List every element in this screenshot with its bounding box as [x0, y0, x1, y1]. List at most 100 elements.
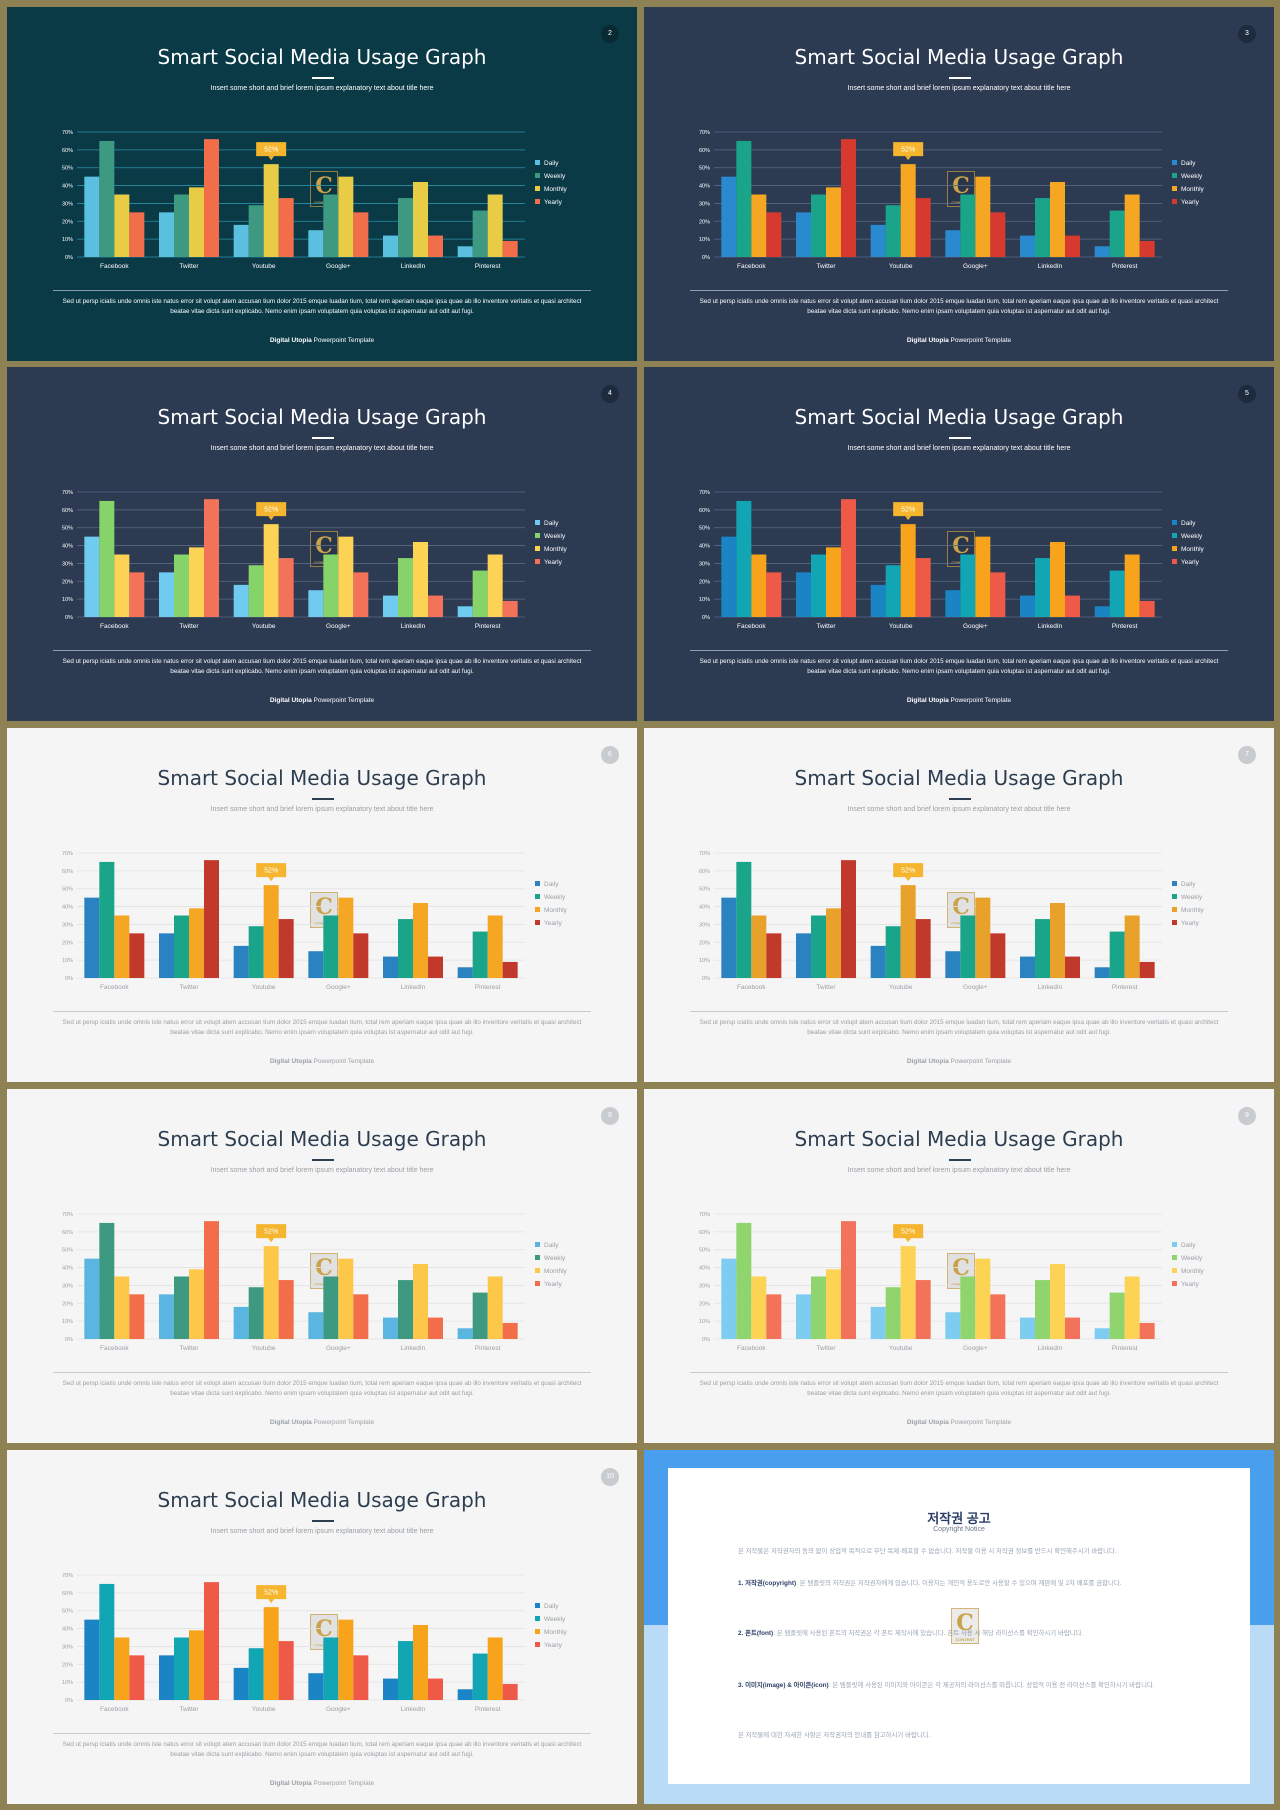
- bar-yearly-googleplus: [990, 572, 1006, 617]
- bar-weekly-pinterest: [472, 931, 488, 978]
- page-number: 7: [1238, 746, 1256, 764]
- bar-daily-googleplus: [308, 951, 324, 978]
- callout-label: 52%: [264, 147, 278, 154]
- bar-yearly-twitter: [204, 139, 219, 257]
- legend-swatch: [535, 894, 540, 899]
- bar-monthly-googleplus: [338, 1619, 354, 1700]
- bar-weekly-facebook: [736, 861, 752, 978]
- y-tick-label: 10%: [699, 1319, 710, 1325]
- y-tick-label: 50%: [699, 1248, 710, 1254]
- slide-subtitle: Insert some short and brief lorem ipsum …: [847, 445, 1071, 452]
- bar-daily-facebook: [721, 897, 737, 978]
- legend-swatch: [535, 1629, 540, 1634]
- legend-swatch: [535, 546, 540, 551]
- bar-weekly-twitter: [174, 194, 189, 257]
- bar-weekly-youtube: [248, 565, 264, 617]
- bar-monthly-googleplus: [338, 1258, 354, 1339]
- bar-weekly-youtube: [885, 565, 901, 617]
- y-tick-label: 50%: [699, 887, 710, 893]
- bar-weekly-twitter: [811, 554, 826, 617]
- y-tick-label: 20%: [699, 219, 710, 225]
- bar-monthly-pinterest: [487, 1276, 503, 1339]
- legend-label: Weekly: [1181, 1255, 1203, 1262]
- bar-yearly-pinterest: [1139, 240, 1155, 257]
- bar-weekly-googleplus: [323, 1276, 339, 1339]
- legend-swatch: [535, 559, 540, 564]
- legend-label: Yearly: [1181, 920, 1200, 927]
- y-tick-label: 50%: [62, 526, 73, 532]
- footer-label: Powerpoint Template: [311, 1419, 375, 1426]
- callout-label: 52%: [901, 507, 915, 514]
- divider: [53, 1011, 591, 1012]
- bar-yearly-twitter: [841, 499, 856, 617]
- bar-weekly-youtube: [248, 1287, 264, 1339]
- y-tick-label: 60%: [699, 148, 710, 154]
- slide-10: 10 Smart Social Media Usage Graph Insert s…: [7, 1450, 637, 1804]
- legend-label: Yearly: [544, 1281, 563, 1288]
- callout-pointer: [268, 516, 275, 521]
- y-tick-label: 0%: [702, 615, 710, 621]
- x-category-label: Pinterest: [475, 263, 501, 270]
- bar-monthly-youtube: [263, 524, 279, 617]
- callout-bubble: [256, 502, 287, 517]
- bar-daily-pinterest: [1094, 606, 1110, 617]
- callout-label: 52%: [264, 868, 278, 875]
- bar-daily-linkedin: [1020, 235, 1035, 257]
- title-underline: [949, 437, 971, 439]
- bar-daily-twitter: [159, 572, 174, 617]
- footer-label: Powerpoint Template: [311, 1058, 375, 1065]
- bar-monthly-youtube: [900, 1246, 916, 1339]
- x-category-label: Twitter: [179, 1345, 199, 1352]
- callout-pointer: [905, 516, 912, 521]
- x-category-label: Twitter: [179, 1706, 199, 1713]
- bar-yearly-linkedin: [428, 235, 443, 257]
- legend-label: Daily: [1181, 160, 1196, 167]
- bar-monthly-linkedin: [413, 903, 428, 978]
- legend-swatch: [535, 533, 540, 538]
- bar-yearly-facebook: [766, 572, 782, 617]
- x-category-label: Facebook: [737, 263, 766, 270]
- bar-yearly-facebook: [766, 212, 782, 257]
- y-tick-label: 0%: [702, 976, 710, 982]
- bar-yearly-twitter: [204, 1582, 219, 1700]
- legend-label: Yearly: [1181, 1281, 1200, 1288]
- x-category-label: Google+: [963, 263, 988, 270]
- bar-weekly-pinterest: [1109, 570, 1125, 617]
- legend-label: Monthly: [1181, 186, 1205, 193]
- bar-weekly-facebook: [736, 140, 752, 257]
- legend-swatch: [1172, 920, 1177, 925]
- bar-weekly-googleplus: [323, 915, 339, 978]
- x-category-label: Facebook: [737, 1345, 766, 1352]
- slide-title: Smart Social Media Usage Graph: [794, 45, 1124, 69]
- bar-yearly-pinterest: [502, 1322, 518, 1339]
- bar-daily-googleplus: [945, 951, 961, 978]
- bar-monthly-twitter: [189, 908, 204, 978]
- page-number: 3: [1238, 25, 1256, 43]
- y-tick-label: 30%: [62, 561, 73, 567]
- body-text: Sed ut persp iciatis unde omnis iste nat…: [699, 658, 1219, 675]
- x-category-label: Google+: [326, 623, 351, 630]
- bar-yearly-googleplus: [353, 1294, 369, 1339]
- legend-label: Weekly: [1181, 533, 1203, 540]
- x-category-label: Twitter: [179, 984, 199, 991]
- y-tick-label: 50%: [62, 887, 73, 893]
- callout-bubble: [893, 1224, 924, 1239]
- bar-weekly-facebook: [736, 1222, 752, 1339]
- bar-weekly-linkedin: [398, 919, 413, 978]
- footer-brand: Digital Utopia: [269, 1780, 312, 1787]
- slide-4: 4 Smart Social Media Usage Graph Insert so…: [7, 367, 637, 721]
- legend-swatch: [1172, 1268, 1177, 1273]
- bar-weekly-youtube: [885, 1287, 901, 1339]
- bar-daily-googleplus: [308, 230, 324, 257]
- slide-subtitle: Insert some short and brief lorem ipsum …: [847, 85, 1071, 92]
- slide-title: Smart Social Media Usage Graph: [157, 405, 487, 429]
- x-category-label: Google+: [963, 984, 988, 991]
- callout-pointer: [268, 1238, 275, 1243]
- title-underline: [312, 437, 334, 439]
- footer-brand: Digital Utopia: [269, 337, 312, 344]
- footer-brand: Digital Utopia: [906, 337, 949, 344]
- footer-brand: Digital Utopia: [906, 1058, 949, 1065]
- bar-monthly-linkedin: [413, 1264, 428, 1339]
- bar-daily-youtube: [233, 1667, 249, 1700]
- legend-label: Daily: [1181, 881, 1196, 888]
